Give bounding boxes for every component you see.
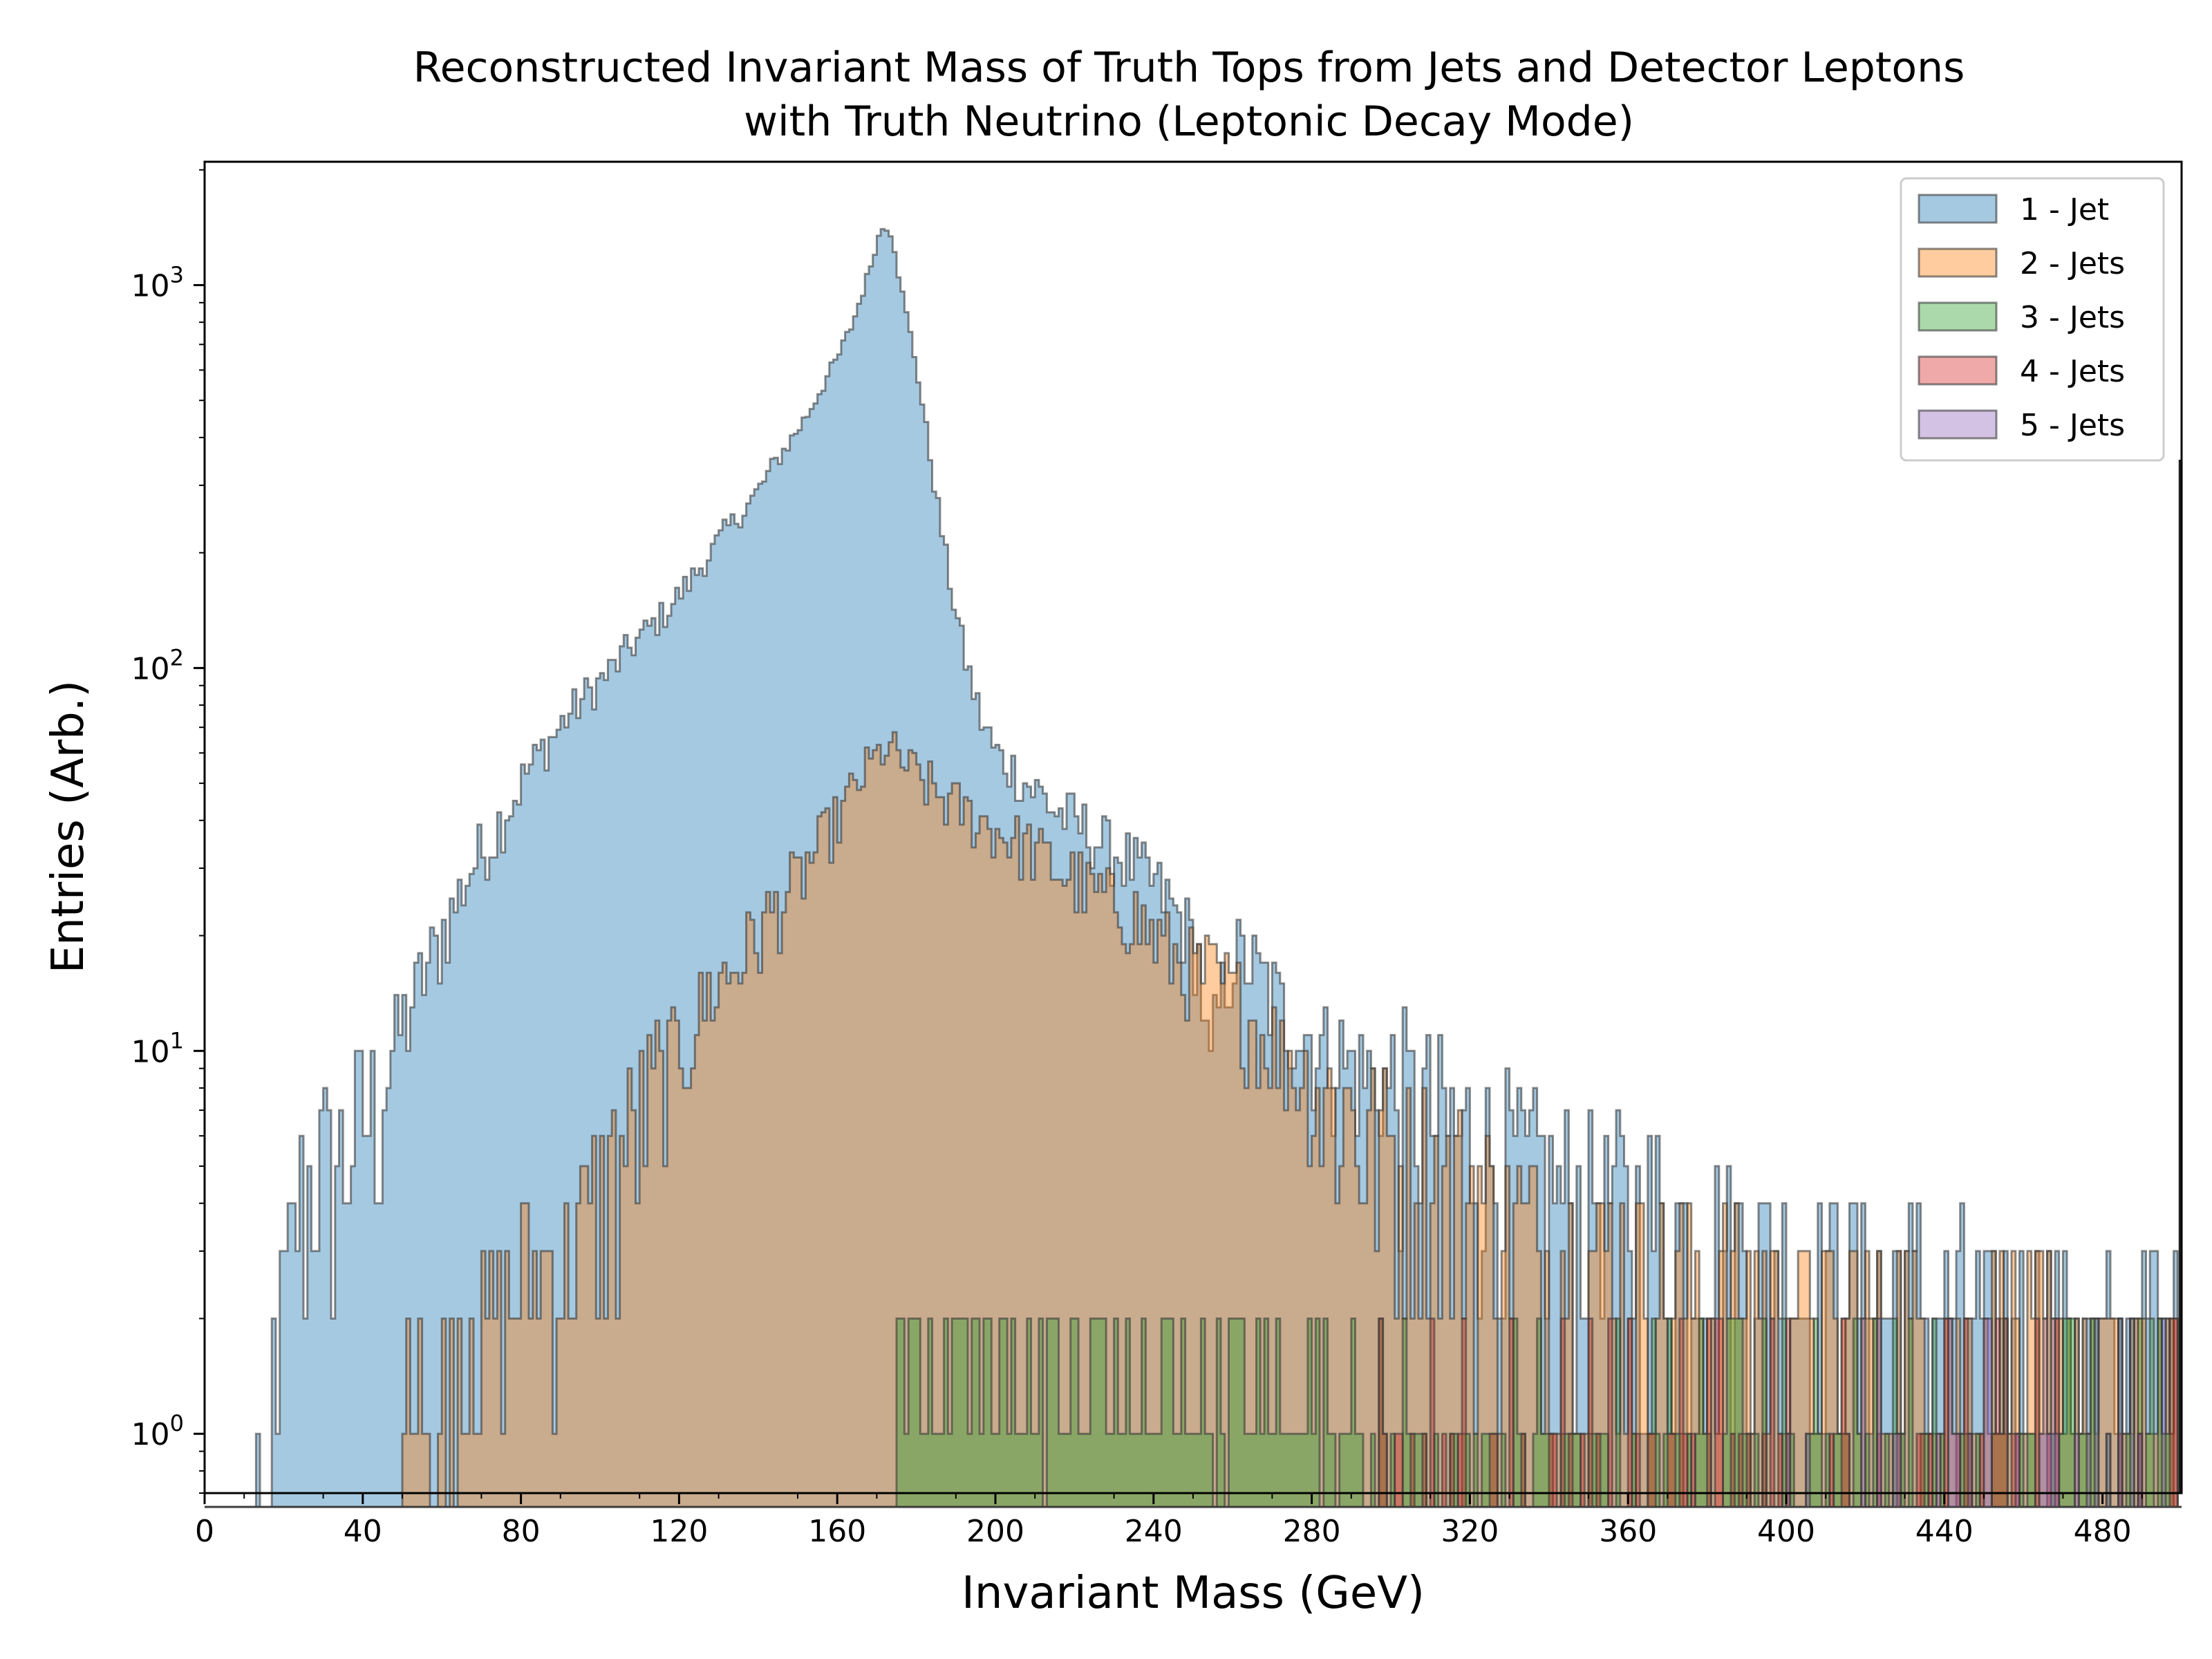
x-tick-label: 240 — [1125, 1514, 1183, 1549]
legend-swatch — [1918, 409, 1998, 440]
series-fill-2 — [205, 731, 2182, 1508]
y-axis: 100 101 102 103 — [131, 169, 205, 1494]
legend: 1 - Jet 2 - Jets 3 - Jets 4 - Jets 5 - Jets — [1900, 177, 2165, 462]
x-tick-label: 440 — [1915, 1514, 1974, 1549]
legend-swatch — [1918, 194, 1998, 224]
chart-subtitle: with Truth Neutrino (Leptonic Decay Mode… — [744, 97, 1634, 146]
y-axis-label: Entries (Arb.) — [43, 680, 94, 973]
plot-area — [203, 160, 2183, 1508]
x-tick-label: 400 — [1757, 1514, 1815, 1549]
legend-label: 2 - Jets — [2020, 246, 2125, 281]
histogram-series — [205, 227, 2182, 1508]
y-tick-label: 102 — [131, 644, 184, 686]
series-1-jets — [205, 227, 2182, 1508]
legend-label: 5 - Jets — [2020, 408, 2125, 443]
x-tick-label: 360 — [1599, 1514, 1657, 1549]
chart-title: Reconstructed Invariant Mass of Truth To… — [413, 44, 1965, 92]
x-tick-label: 120 — [650, 1514, 708, 1549]
legend-swatch — [1918, 247, 1998, 278]
series-5-jets — [205, 1318, 2182, 1508]
x-tick-label: 160 — [808, 1514, 866, 1549]
x-axis: 0 40 80 120 160 200 240 280 320 360 400 440 480 — [195, 1493, 2143, 1549]
series-fill-5 — [205, 1318, 2182, 1508]
legend-label: 3 - Jets — [2020, 300, 2125, 335]
series-2-jets — [205, 731, 2182, 1508]
x-tick-label: 80 — [502, 1514, 541, 1549]
legend-swatch — [1918, 301, 1998, 332]
x-tick-label: 40 — [344, 1514, 382, 1549]
y-tick-label: 103 — [131, 261, 184, 303]
plot-background — [205, 162, 2182, 1493]
series-fill-1 — [205, 227, 2182, 1508]
legend-label: 1 - Jet — [2020, 192, 2109, 227]
x-tick-label: 280 — [1283, 1514, 1341, 1549]
x-tick-label: 480 — [2074, 1514, 2132, 1549]
x-tick-label: 320 — [1441, 1514, 1499, 1549]
x-axis-label: Invariant Mass (GeV) — [962, 1568, 1425, 1619]
x-tick-label: 200 — [966, 1514, 1024, 1549]
x-tick-label: 0 — [195, 1514, 214, 1549]
y-tick-label: 101 — [131, 1027, 184, 1069]
legend-label: 4 - Jets — [2020, 354, 2125, 389]
legend-swatch — [1918, 355, 1998, 386]
y-tick-label: 100 — [131, 1410, 184, 1452]
